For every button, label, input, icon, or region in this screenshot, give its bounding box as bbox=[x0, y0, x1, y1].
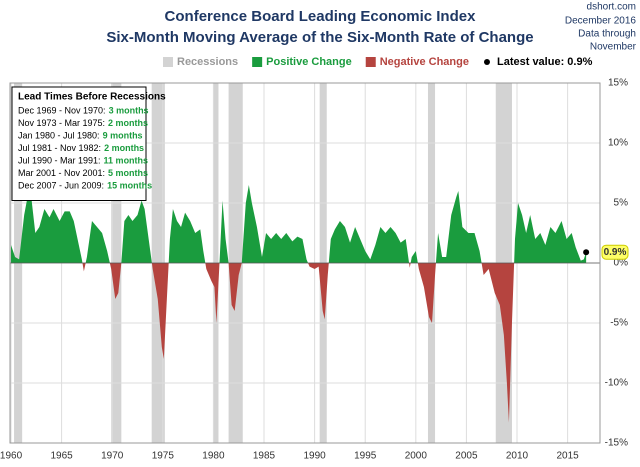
lead-months: 15 months bbox=[107, 180, 152, 190]
lead-period: Jan 1980 - Jul 1980: bbox=[18, 130, 100, 140]
legend-marker bbox=[365, 57, 376, 67]
x-tick-label: 1985 bbox=[253, 451, 276, 462]
y-tick-label: 0% bbox=[614, 258, 629, 269]
date-note: November bbox=[590, 42, 637, 53]
y-tick-label: -5% bbox=[610, 318, 628, 329]
legend-marker bbox=[163, 57, 173, 67]
lead-period: Dec 1969 - Nov 1970: bbox=[18, 105, 106, 115]
x-tick-label: 2015 bbox=[556, 451, 579, 462]
lead-months: 11 months bbox=[104, 155, 149, 165]
source: dshort.com bbox=[587, 2, 636, 13]
legend-label: Negative Change bbox=[380, 56, 469, 68]
x-tick-label: 1965 bbox=[50, 451, 73, 462]
lead-months: 2 months bbox=[108, 118, 148, 128]
positive-area bbox=[11, 185, 587, 263]
lead-months: 9 months bbox=[103, 130, 143, 140]
x-tick-label: 1975 bbox=[152, 451, 175, 462]
latest-label: 0.9% bbox=[604, 247, 627, 258]
lead-months: 5 months bbox=[108, 168, 148, 178]
lead-period: Nov 1973 - Mar 1975: bbox=[18, 118, 105, 128]
y-tick-label: 15% bbox=[608, 78, 628, 89]
lead-period: Mar 2001 - Nov 2001: bbox=[18, 168, 105, 178]
x-tick-label: 2010 bbox=[506, 451, 529, 462]
chart-title: Conference Board Leading Economic Index bbox=[165, 8, 477, 25]
legend-marker bbox=[252, 57, 263, 67]
lead-box bbox=[11, 86, 147, 201]
lead-months: 3 months bbox=[109, 105, 149, 115]
legend-marker bbox=[483, 59, 490, 65]
y-tick-label: -15% bbox=[605, 438, 628, 449]
latest-callout bbox=[601, 244, 629, 260]
latest-point bbox=[583, 249, 590, 256]
y-tick-label: 5% bbox=[614, 198, 629, 209]
legend-label: Latest value: 0.9% bbox=[497, 56, 593, 68]
lead-period: Jul 1981 - Nov 1982: bbox=[18, 143, 101, 153]
legend-label: Recessions bbox=[177, 56, 238, 68]
plot-border bbox=[9, 82, 601, 444]
y-tick-label: 10% bbox=[608, 138, 628, 149]
date-note: December 2016 bbox=[565, 16, 637, 27]
x-tick-label: 1995 bbox=[354, 451, 377, 462]
date-note: Data through bbox=[578, 29, 636, 40]
chart-subtitle: Six-Month Moving Average of the Six-Mont… bbox=[106, 29, 533, 46]
y-tick-label: -10% bbox=[605, 378, 628, 389]
x-tick-label: 1990 bbox=[303, 451, 326, 462]
lead-period: Jul 1990 - Mar 1991: bbox=[18, 155, 101, 165]
x-tick-label: 2000 bbox=[405, 451, 428, 462]
legend-label: Positive Change bbox=[266, 56, 352, 68]
x-tick-label: 1970 bbox=[101, 451, 124, 462]
x-tick-label: 1960 bbox=[0, 451, 23, 462]
x-tick-label: 2005 bbox=[455, 451, 478, 462]
x-tick-label: 1980 bbox=[202, 451, 225, 462]
lead-box-title: Lead Times Before Recessions bbox=[18, 92, 166, 103]
lead-months: 2 months bbox=[104, 143, 144, 153]
lead-period: Dec 2007 - Jun 2009: bbox=[18, 180, 104, 190]
